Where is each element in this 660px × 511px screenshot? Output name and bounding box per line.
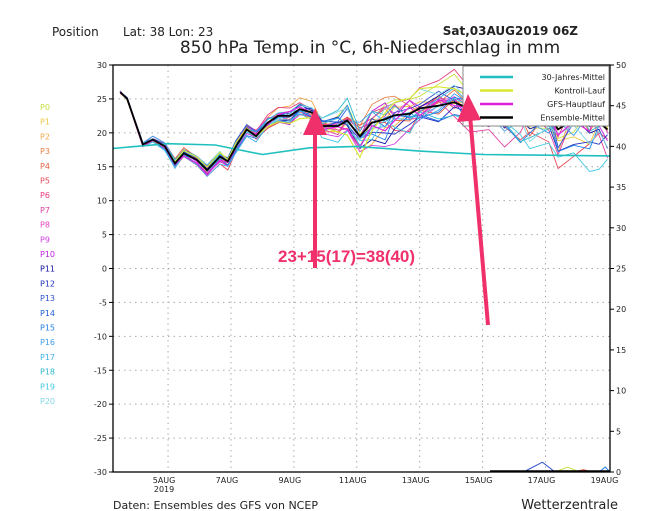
member-label-p4: P4 — [40, 162, 50, 171]
annotation: 23+15(17)=38(40) — [278, 94, 490, 326]
precip-line-p12 — [523, 461, 556, 473]
right-tick-label: 20 — [616, 305, 626, 314]
member-label-p11: P11 — [40, 265, 55, 274]
x-tick-label: 11AUG — [339, 476, 367, 485]
position-label: Position — [52, 25, 99, 39]
x-tick-label: 13AUG — [402, 476, 430, 485]
members-legend: P0 P1 P2 P3 P4 P5 P6 P7 P8 P9 P10 P11 P12 P13 P14 P15 P1… — [40, 103, 55, 406]
member-label-p17: P17 — [40, 353, 55, 362]
brand: Wetterzentrale — [521, 498, 618, 511]
left-tick-label: 30 — [97, 61, 107, 70]
left-tick-label: 10 — [97, 197, 107, 206]
left-tick-label: -20 — [94, 400, 107, 409]
x-tick-label: 17AUG — [528, 476, 556, 485]
right-tick-label: 35 — [616, 183, 626, 192]
member-label-p10: P10 — [40, 250, 55, 259]
arrow-1-head — [303, 108, 327, 135]
run-time: Sat,03AUG2019 06Z — [443, 24, 579, 38]
member-label-p15: P15 — [40, 324, 55, 333]
right-tick-label: 10 — [616, 387, 626, 396]
legend-label: Ensemble-Mittel — [540, 114, 605, 123]
legend-label: Kontroll-Lauf — [554, 87, 605, 96]
member-label-p3: P3 — [40, 147, 50, 156]
right-tick-label: 0 — [616, 468, 621, 477]
right-tick-label: 50 — [616, 61, 626, 70]
legend-label: 30-Jahres-Mittel — [542, 73, 605, 82]
left-tick-label: 0 — [102, 265, 107, 274]
left-tick-label: -25 — [94, 434, 107, 443]
right-tick-label: 40 — [616, 142, 626, 151]
member-label-p12: P12 — [40, 279, 55, 288]
data-source: Daten: Ensembles des GFS von NCEP — [113, 499, 318, 511]
lat-lon: Lat: 38 Lon: 23 — [123, 25, 213, 39]
annotation-text: 23+15(17)=38(40) — [278, 247, 415, 266]
left-tick-label: -10 — [94, 332, 107, 341]
arrow-2-head — [457, 94, 481, 122]
x-tick-label: 19AUG — [591, 476, 619, 485]
member-label-p13: P13 — [40, 294, 55, 303]
legend-label: GFS-Hauptlauf — [547, 100, 605, 109]
climatology-line — [112, 142, 611, 157]
right-tick-label: 45 — [616, 102, 626, 111]
member-label-p19: P19 — [40, 382, 55, 391]
member-label-p20: P20 — [40, 397, 55, 406]
plot-frame — [112, 64, 611, 473]
series — [112, 68, 611, 473]
right-tick-label: 25 — [616, 265, 626, 274]
member-label-p2: P2 — [40, 132, 50, 141]
left-tick-label: 25 — [97, 95, 107, 104]
member-label-p9: P9 — [40, 235, 50, 244]
member-label-p0: P0 — [40, 103, 50, 112]
legend: 30-Jahres-Mittel Kontroll-Lauf GFS-Hauptla… — [462, 65, 610, 127]
arrow-2 — [468, 114, 490, 326]
left-tick-label: -15 — [94, 366, 107, 375]
member-label-p8: P8 — [40, 221, 50, 230]
right-tick-label: 15 — [616, 346, 626, 355]
left-tick-label: -30 — [94, 468, 107, 477]
left-tick-label: 5 — [102, 231, 107, 240]
left-tick-label: 15 — [97, 163, 107, 172]
member-label-p14: P14 — [40, 309, 55, 318]
member-label-p16: P16 — [40, 338, 55, 347]
axes: 302520151050-5-10-15-20-25-3050454035302… — [94, 61, 626, 494]
left-tick-label: -5 — [99, 298, 107, 307]
right-tick-label: 5 — [616, 427, 621, 436]
chart-title: 850 hPa Temp. in °C, 6h-Niederschlag in … — [180, 38, 560, 58]
x-tick-label: 15AUG — [465, 476, 493, 485]
right-tick-label: 30 — [616, 224, 626, 233]
member-label-p5: P5 — [40, 177, 50, 186]
left-tick-label: 20 — [97, 129, 107, 138]
member-label-p18: P18 — [40, 368, 55, 377]
member-label-p1: P1 — [40, 118, 50, 127]
member-label-p6: P6 — [40, 191, 50, 200]
x-tick-sublabel: 2019 — [154, 485, 174, 494]
member-label-p7: P7 — [40, 206, 50, 215]
x-tick-label: 9AUG — [279, 476, 302, 485]
x-tick-label: 7AUG — [216, 476, 239, 485]
x-tick-label: 5AUG — [153, 476, 176, 485]
